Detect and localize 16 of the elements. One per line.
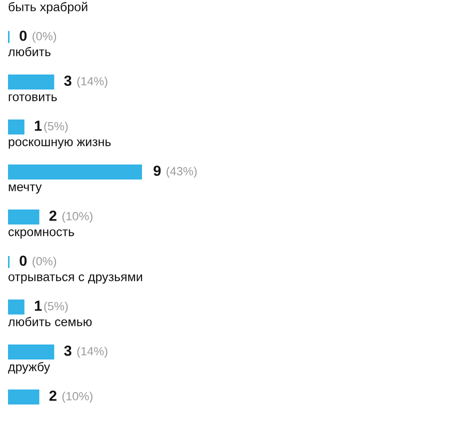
data-label: 3 (14%) (64, 346, 108, 358)
y-tick-label: любить семью (8, 316, 92, 326)
data-label: 2 (10%) (49, 390, 92, 403)
y-tick-label: быть храброй (8, 2, 88, 14)
y-tick-label: мечту (8, 184, 42, 194)
data-label: 9 (43%) (154, 166, 197, 178)
y-tick-label: отрываться с друзьями (8, 274, 142, 284)
data-label: 2 (10%) (49, 210, 92, 223)
y-tick-label: дружбу (8, 362, 50, 374)
data-label: 0 (0%) (20, 256, 56, 268)
y-tick-label: скромность (8, 229, 74, 239)
y-tick-label: готовить (8, 94, 57, 102)
data-label: 0 (0%) (20, 30, 56, 43)
y-tick-label: любить (8, 46, 51, 56)
y-tick-label: роскошную жизнь (8, 139, 111, 149)
data-label: 3 (14%) (64, 76, 108, 88)
